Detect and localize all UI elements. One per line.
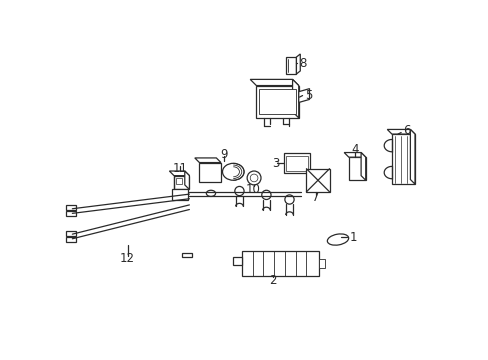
Text: 9: 9 bbox=[220, 148, 227, 161]
Ellipse shape bbox=[206, 190, 215, 197]
Bar bbox=[256, 86, 298, 118]
Polygon shape bbox=[292, 80, 298, 118]
Bar bbox=[176, 178, 182, 184]
Circle shape bbox=[234, 186, 244, 195]
Ellipse shape bbox=[222, 163, 244, 180]
Bar bbox=[286, 156, 307, 171]
Text: 2: 2 bbox=[269, 274, 277, 287]
Polygon shape bbox=[66, 237, 76, 242]
Polygon shape bbox=[66, 231, 76, 236]
Polygon shape bbox=[386, 130, 414, 134]
Polygon shape bbox=[169, 171, 189, 176]
Bar bbox=[391, 134, 414, 184]
Text: 6: 6 bbox=[402, 124, 409, 137]
Bar bbox=[241, 251, 318, 276]
Text: 11: 11 bbox=[172, 162, 187, 175]
Text: 5: 5 bbox=[305, 89, 312, 102]
Text: 8: 8 bbox=[299, 57, 306, 70]
Polygon shape bbox=[250, 80, 298, 86]
Polygon shape bbox=[298, 89, 309, 103]
Bar bbox=[232, 257, 241, 265]
Bar bbox=[174, 176, 189, 189]
Polygon shape bbox=[66, 205, 76, 210]
Polygon shape bbox=[194, 158, 221, 163]
Bar bbox=[199, 163, 221, 182]
Polygon shape bbox=[296, 54, 300, 74]
Ellipse shape bbox=[326, 234, 348, 245]
Bar bbox=[348, 157, 365, 180]
Bar bbox=[318, 259, 324, 268]
Text: 1: 1 bbox=[349, 231, 356, 244]
Bar bbox=[284, 153, 310, 173]
Polygon shape bbox=[182, 253, 191, 257]
Text: 7: 7 bbox=[311, 191, 319, 204]
Polygon shape bbox=[184, 171, 189, 189]
Circle shape bbox=[285, 195, 293, 204]
Polygon shape bbox=[409, 130, 414, 184]
Text: 10: 10 bbox=[245, 183, 260, 196]
Polygon shape bbox=[344, 153, 365, 157]
Polygon shape bbox=[66, 211, 76, 216]
Bar bbox=[259, 89, 295, 114]
Text: 3: 3 bbox=[271, 157, 279, 170]
Circle shape bbox=[261, 190, 270, 199]
Circle shape bbox=[246, 171, 261, 185]
Bar bbox=[306, 169, 329, 192]
Text: 12: 12 bbox=[120, 252, 135, 265]
Text: 4: 4 bbox=[350, 143, 358, 156]
Bar bbox=[172, 189, 187, 200]
Polygon shape bbox=[360, 153, 365, 180]
Bar bbox=[286, 57, 296, 74]
Circle shape bbox=[250, 174, 257, 182]
Polygon shape bbox=[253, 257, 263, 262]
